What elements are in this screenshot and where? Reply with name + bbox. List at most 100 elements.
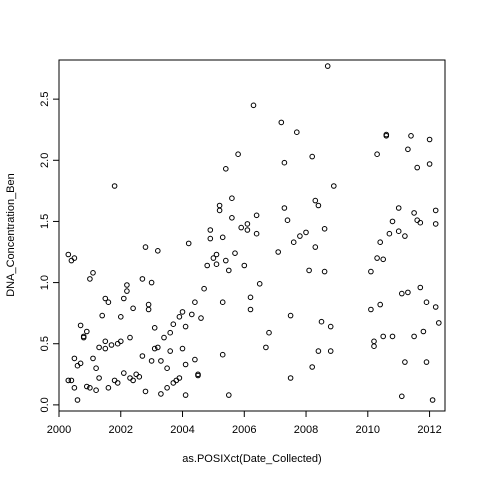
data-point [429,397,436,403]
data-point [232,250,238,256]
data-point [247,306,254,313]
data-point [368,306,374,313]
data-point [318,318,325,325]
data-point [253,212,260,219]
data-point [99,312,105,319]
data-point [405,289,411,296]
data-point [179,345,186,352]
data-point [315,202,322,209]
data-point [327,323,334,330]
data-point [426,161,433,167]
data-point [411,210,417,216]
data-point [74,397,81,403]
data-point [84,328,90,335]
data-point [219,351,226,358]
data-point [65,251,72,258]
data-point [96,344,102,351]
data-point [312,244,319,250]
data-point [380,256,387,263]
data-point [139,276,146,282]
data-point [77,360,84,367]
data-point [182,361,189,368]
data-point [281,159,288,166]
data-point [371,338,377,345]
data-point [374,151,380,157]
data-point [244,221,251,227]
data-point [411,333,417,340]
data-point [102,338,109,345]
data-point [278,119,285,126]
data-point [241,262,248,269]
data-point [158,391,164,397]
data-point [327,348,334,354]
data-point [417,219,424,226]
points-layer [65,63,442,403]
data-point [309,153,316,160]
data-point [136,374,143,380]
y-tick-label: 1.5 [39,214,51,229]
data-point [414,164,421,171]
data-point [111,183,118,189]
x-axis-title: as.POSIXct(Date_Collected) [182,453,321,465]
data-point [223,257,229,264]
data-point [250,102,257,109]
data-point [247,294,254,301]
y-axis-title: DNA_Concentration_Ben [5,173,17,297]
data-point [238,224,244,231]
data-point [96,375,102,381]
data-point [155,344,161,351]
data-point [389,333,396,340]
data-point [399,290,405,297]
data-point [306,267,312,274]
data-point [402,359,408,365]
data-point [114,380,121,386]
data-point [377,239,384,245]
x-tick-label: 2010 [356,424,380,436]
data-point [213,251,220,258]
data-point [207,227,214,233]
data-point [315,348,322,354]
data-point [275,249,282,255]
data-point [121,370,127,376]
data-point [164,385,170,391]
data-point [263,344,269,351]
data-point [164,365,170,372]
data-point [377,301,384,308]
data-point [219,299,226,306]
data-point [102,295,109,302]
data-point [417,284,424,291]
data-point [226,267,232,274]
data-point [432,221,439,227]
data-point [192,356,198,363]
x-tick-label: 2008 [294,424,318,436]
data-point [229,195,235,201]
data-point [142,244,149,250]
data-point [139,353,146,359]
data-point [170,321,177,328]
data-point [195,371,201,378]
data-point [312,197,319,204]
data-point [93,365,99,372]
data-point [395,205,402,211]
data-point [87,385,93,391]
data-point [432,207,439,214]
data-point [80,333,87,340]
y-tick-label: 0.5 [39,336,51,351]
data-point [192,299,198,306]
data-point [235,151,241,157]
y-axis: 0.0 0.5 1.0 1.5 2.0 2.5 [39,91,60,413]
data-point [176,375,183,381]
data-point [321,226,328,232]
data-point [167,329,173,336]
data-point [374,255,380,261]
data-point [244,227,251,233]
y-tick-label: 1.0 [39,275,51,290]
data-point [93,387,99,394]
data-point [118,314,124,320]
data-point [151,325,158,331]
data-point [105,299,112,306]
y-tick-label: 0.0 [39,397,51,412]
data-point [284,217,291,223]
x-axis: 2000 2002 2004 2006 2008 2010 2012 [47,410,442,436]
